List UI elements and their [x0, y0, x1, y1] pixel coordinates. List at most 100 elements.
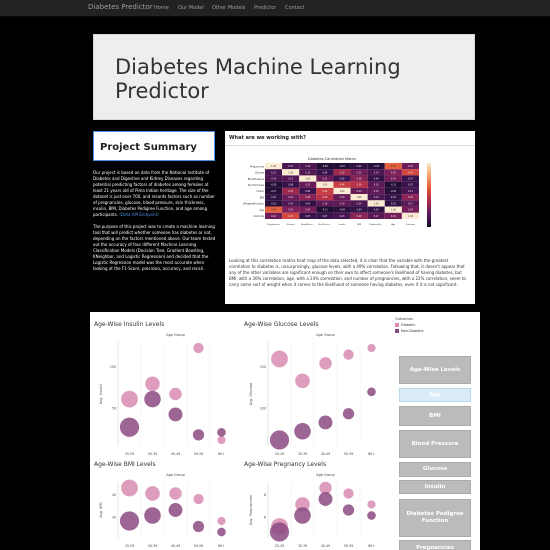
x-tick-label: 60+	[368, 544, 375, 548]
heatmap-cell	[384, 206, 402, 213]
x-axis-title: Age Group	[166, 473, 185, 477]
bubble-diabetic	[295, 373, 310, 389]
heatmap-value: 0.17	[408, 202, 413, 205]
summary-paragraph-1: Our project is based on data from the Na…	[93, 170, 215, 217]
nav-predictor[interactable]: Predictor	[254, 5, 277, 11]
bubble-diabetic	[193, 342, 204, 354]
heatmap-cell	[384, 175, 402, 182]
heatmap-cell	[265, 169, 283, 176]
pregnancy-chart: Age Group Avg. Pregnancies 20-29 30-39 40-49…	[249, 473, 376, 548]
btn-diabetes-pedigree[interactable]: Diabetes Pedigree Function	[399, 499, 471, 537]
heatmap-cell	[350, 187, 368, 195]
heatmap-value: 0.24	[391, 177, 396, 180]
y-tick-label: 150	[260, 365, 266, 369]
heatmap-value: 0.03	[374, 209, 379, 212]
y-tick-label: 30	[112, 515, 116, 519]
heatmap-cell	[367, 212, 385, 219]
bubble-non-diabetic	[168, 503, 183, 517]
navbar: Diabetes Predictor Home Our Model Other …	[0, 0, 550, 17]
heatmap-colorbar	[427, 163, 431, 227]
heatmap-cell	[265, 206, 283, 213]
bubble-diabetic	[343, 349, 354, 360]
heatmap-cell	[282, 200, 300, 207]
heatmap-value: 0.39	[322, 196, 327, 199]
heatmap-row-label: Glucose	[255, 172, 265, 175]
heatmap-value: -0.08	[271, 184, 277, 187]
btn-age-wise-levels[interactable]: Age-Wise Levels	[399, 356, 471, 384]
x-tick-label: 30-39	[148, 452, 157, 456]
heatmap-value: -0.03	[373, 165, 379, 168]
heatmap-cell	[401, 169, 419, 176]
y-tick-label: 100	[260, 407, 266, 411]
heatmap-value: 0.22	[408, 165, 413, 168]
heatmap-cell	[265, 163, 283, 170]
nav-contact[interactable]: Contact	[285, 5, 305, 11]
heatmap-value: -0.07	[339, 165, 345, 168]
heatmap-value: 0.04	[374, 177, 379, 180]
heatmap-row-label: Insulin	[256, 190, 264, 193]
heatmap-cell	[316, 212, 334, 219]
heatmap-title: Diabetes Correlation Matrix	[308, 157, 357, 161]
bubble-diabetic	[271, 350, 288, 368]
x-axis-title: Age Group	[316, 333, 335, 337]
bubble-non-diabetic	[318, 415, 333, 430]
y-axis-title: Avg. BMI	[99, 502, 103, 517]
btn-bmi[interactable]: BMI	[399, 406, 471, 426]
panel-divider	[225, 145, 475, 146]
heatmap-cell	[367, 187, 385, 195]
heatmap-cell	[299, 212, 317, 219]
bubble-diabetic	[217, 435, 226, 445]
heatmap-cell	[316, 200, 334, 207]
x-tick-label: 30-39	[148, 544, 157, 548]
data-api-link[interactable]: (Data API Endpoint)	[119, 212, 159, 217]
heatmap-cell	[282, 194, 300, 201]
nav-home[interactable]: Home	[154, 5, 169, 11]
heatmap-value: 0.54	[391, 165, 396, 168]
glucose-chart: Age Group Avg. Glucose 20-29 30-39 40-49 50-5…	[249, 333, 376, 456]
heatmap-value: 0.21	[322, 177, 327, 180]
heatmap-cell	[316, 187, 334, 195]
nav-other-models[interactable]: Other Models	[212, 5, 246, 11]
legend-swatch-diabetic	[395, 323, 399, 327]
bubble-diabetic	[121, 479, 138, 497]
heatmap-cell	[299, 194, 317, 201]
heatmap-value: 0.47	[408, 171, 413, 174]
bubble-non-diabetic	[269, 522, 290, 542]
nav-our-model[interactable]: Our Model	[178, 5, 204, 11]
y-tick-label: 100	[110, 365, 116, 369]
heatmap-value: 0.02	[271, 196, 276, 199]
x-tick-label: 60+	[218, 452, 225, 456]
btn-age[interactable]: Age	[399, 388, 471, 402]
bubble-diabetic	[145, 376, 160, 392]
heatmap-value: 0.39	[357, 184, 362, 187]
heatmap-cell	[350, 200, 368, 207]
btn-blood-pressure[interactable]: Blood Pressure	[399, 430, 471, 458]
heatmap-value: 0.14	[271, 177, 276, 180]
heatmap-col-label: BloodPress…	[301, 223, 314, 226]
heatmap-value: 0.33	[288, 190, 293, 193]
heatmap-cell	[367, 169, 385, 176]
heatmap-value: 0.17	[374, 215, 379, 218]
heatmap-value: 0.19	[340, 202, 345, 205]
bubble-non-diabetic	[144, 390, 161, 408]
bubble-non-diabetic	[367, 387, 376, 397]
legend-non-diabetic: Non-Diabetic	[395, 329, 424, 333]
btn-insulin[interactable]: Insulin	[399, 480, 471, 494]
heatmap-cell	[367, 175, 385, 182]
heatmap-value: 0.18	[374, 184, 379, 187]
brand-link[interactable]: Diabetes Predictor	[88, 3, 153, 11]
heatmap-cell	[401, 181, 419, 188]
heatmap-value: 0.14	[357, 202, 362, 205]
legend-label-non-diabetic: Non-Diabetic	[401, 329, 424, 333]
heatmap-cell	[350, 169, 368, 176]
heatmap-value: 0.44	[322, 190, 327, 193]
bubble-diabetic	[121, 390, 138, 408]
heatmap-cell	[316, 169, 334, 176]
bubble-non-diabetic	[318, 492, 333, 506]
btn-pregnancies[interactable]: Pregnancies	[399, 540, 471, 550]
heatmap-row-label: Outcome	[254, 215, 265, 218]
summary-paragraph-2: The purpose of this project was to creat…	[93, 224, 216, 271]
heatmap-value: 0.03	[391, 202, 396, 205]
btn-glucose[interactable]: Glucose	[399, 462, 471, 477]
